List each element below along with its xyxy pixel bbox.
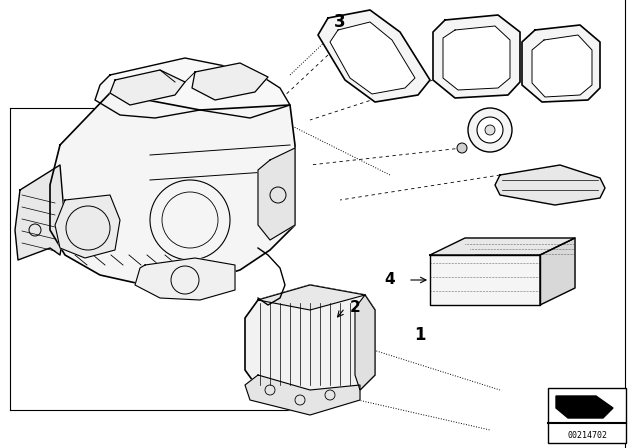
Text: 3: 3 [334, 13, 346, 31]
Bar [548, 388, 626, 443]
Text: 1: 1 [414, 326, 426, 344]
Polygon shape [443, 26, 510, 90]
Polygon shape [430, 238, 575, 255]
Polygon shape [540, 238, 575, 305]
Polygon shape [50, 93, 295, 285]
Polygon shape [258, 285, 365, 310]
Polygon shape [355, 295, 375, 390]
Circle shape [468, 108, 512, 152]
Polygon shape [192, 63, 268, 100]
Circle shape [477, 117, 503, 143]
Polygon shape [532, 35, 592, 97]
Text: 4: 4 [385, 272, 395, 288]
Polygon shape [258, 148, 295, 240]
Polygon shape [245, 375, 360, 415]
Polygon shape [430, 255, 540, 305]
Polygon shape [245, 285, 375, 400]
Polygon shape [318, 10, 430, 102]
Circle shape [485, 125, 495, 135]
Polygon shape [522, 25, 600, 102]
Polygon shape [15, 165, 65, 260]
Polygon shape [110, 70, 185, 105]
Text: 00214702: 00214702 [567, 431, 607, 439]
Circle shape [457, 143, 467, 153]
Text: 2: 2 [350, 301, 361, 315]
Polygon shape [495, 165, 605, 205]
Polygon shape [330, 22, 415, 94]
Polygon shape [135, 258, 235, 300]
Polygon shape [433, 15, 520, 98]
Polygon shape [556, 396, 613, 418]
Polygon shape [55, 195, 120, 258]
Polygon shape [95, 58, 290, 118]
